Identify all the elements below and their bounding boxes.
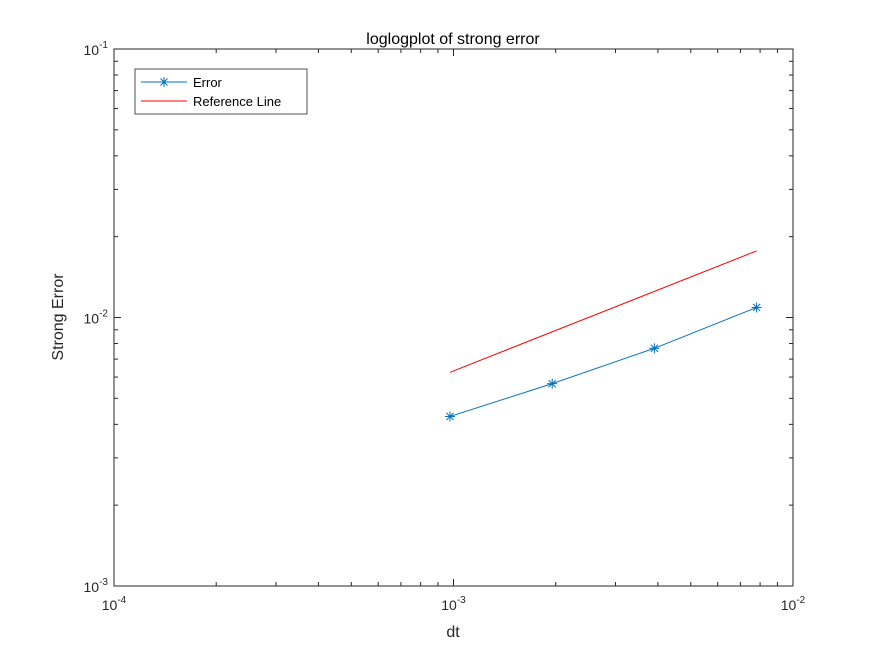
data-point-error [649, 343, 660, 354]
tick-labels: 10-4 10-3 10-210-310-210-1 [84, 40, 806, 613]
x-tick-label: 10-2 [781, 595, 806, 613]
data-point-error [751, 302, 762, 313]
legend-marker-error [159, 77, 169, 87]
y-axis-title: Strong Error [50, 273, 67, 361]
series-layer [445, 250, 762, 422]
y-tick-label: 10-2 [84, 309, 109, 327]
y-tick-label: 10-1 [84, 40, 109, 58]
chart-title: loglogplot of strong error [366, 31, 540, 48]
plot-frame [113, 48, 794, 587]
legend-box [134, 68, 308, 115]
x-tick-label: 10-3 [441, 595, 466, 613]
y-tick-label: 10-3 [84, 577, 109, 595]
plot-area [114, 49, 793, 586]
legend: Error Reference Line [134, 68, 308, 115]
data-point-error [445, 411, 456, 422]
x-tick-label: 10-4 [102, 595, 127, 613]
series-line-reference-line [449, 250, 757, 373]
x-axis-title: dt [446, 624, 460, 641]
data-point-error [547, 378, 558, 389]
minor-ticks [114, 49, 793, 586]
legend-label-reference-line: Reference Line [193, 94, 281, 109]
legend-label-error: Error [193, 75, 223, 90]
series-line-error [449, 306, 757, 417]
